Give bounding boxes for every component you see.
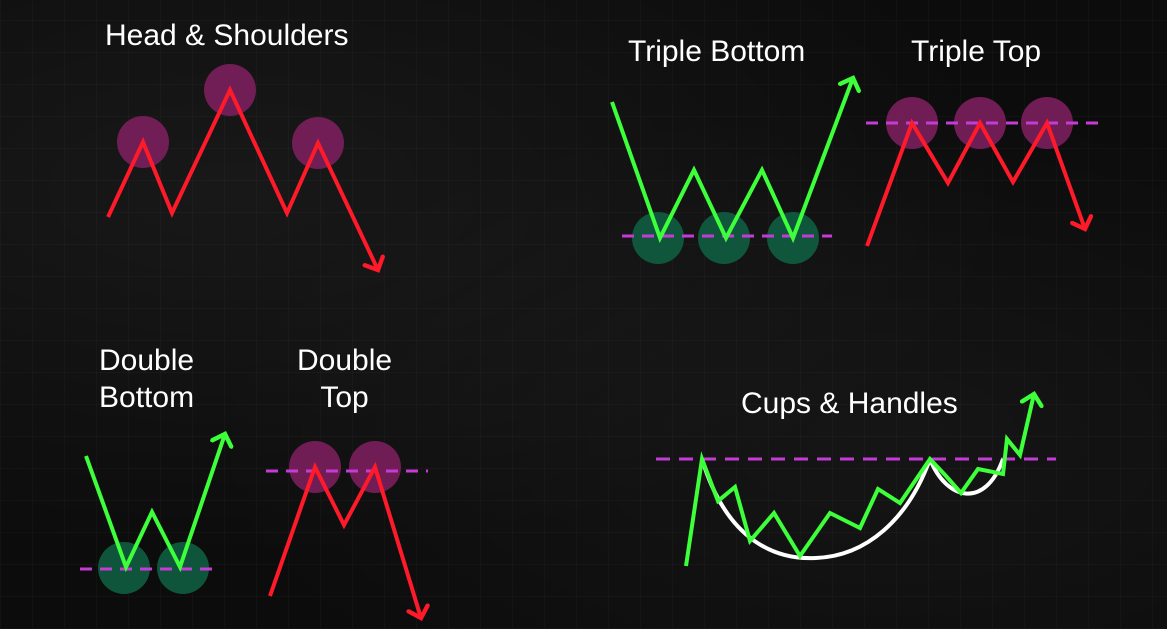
double-bottom-pattern (80, 434, 225, 594)
triple-top-pattern (865, 97, 1100, 247)
double-bottom-title-line1: Double (99, 344, 195, 377)
triple-bottom-pattern (610, 78, 853, 264)
double-bottom-title-line2: Bottom (99, 381, 195, 414)
double-bottom-price-line (84, 434, 225, 573)
double-top-title-line2: Top (320, 381, 369, 414)
head-shoulders-price-line (106, 85, 378, 270)
triple-top-title: Triple Top (911, 35, 1042, 68)
double-top-pattern (266, 441, 428, 618)
cup-curve (700, 458, 932, 561)
triple-top-price-line (865, 118, 1085, 247)
cups-handles-pattern (656, 394, 1056, 567)
cups-handles-title: Cups & Handles (741, 387, 958, 420)
double-top-title-line1: Double (297, 344, 393, 377)
double-top-price-line (268, 461, 421, 618)
head-shoulders-pattern (106, 64, 378, 270)
triple-bottom-price-line (610, 78, 853, 244)
cups-handles-price-line (684, 394, 1034, 567)
triple-bottom-title: Triple Bottom (628, 35, 806, 68)
double-bottom-title: Double Bottom (99, 342, 194, 416)
head-shoulders-title: Head & Shoulders (105, 19, 349, 52)
double-top-title: Double Top (297, 342, 392, 416)
